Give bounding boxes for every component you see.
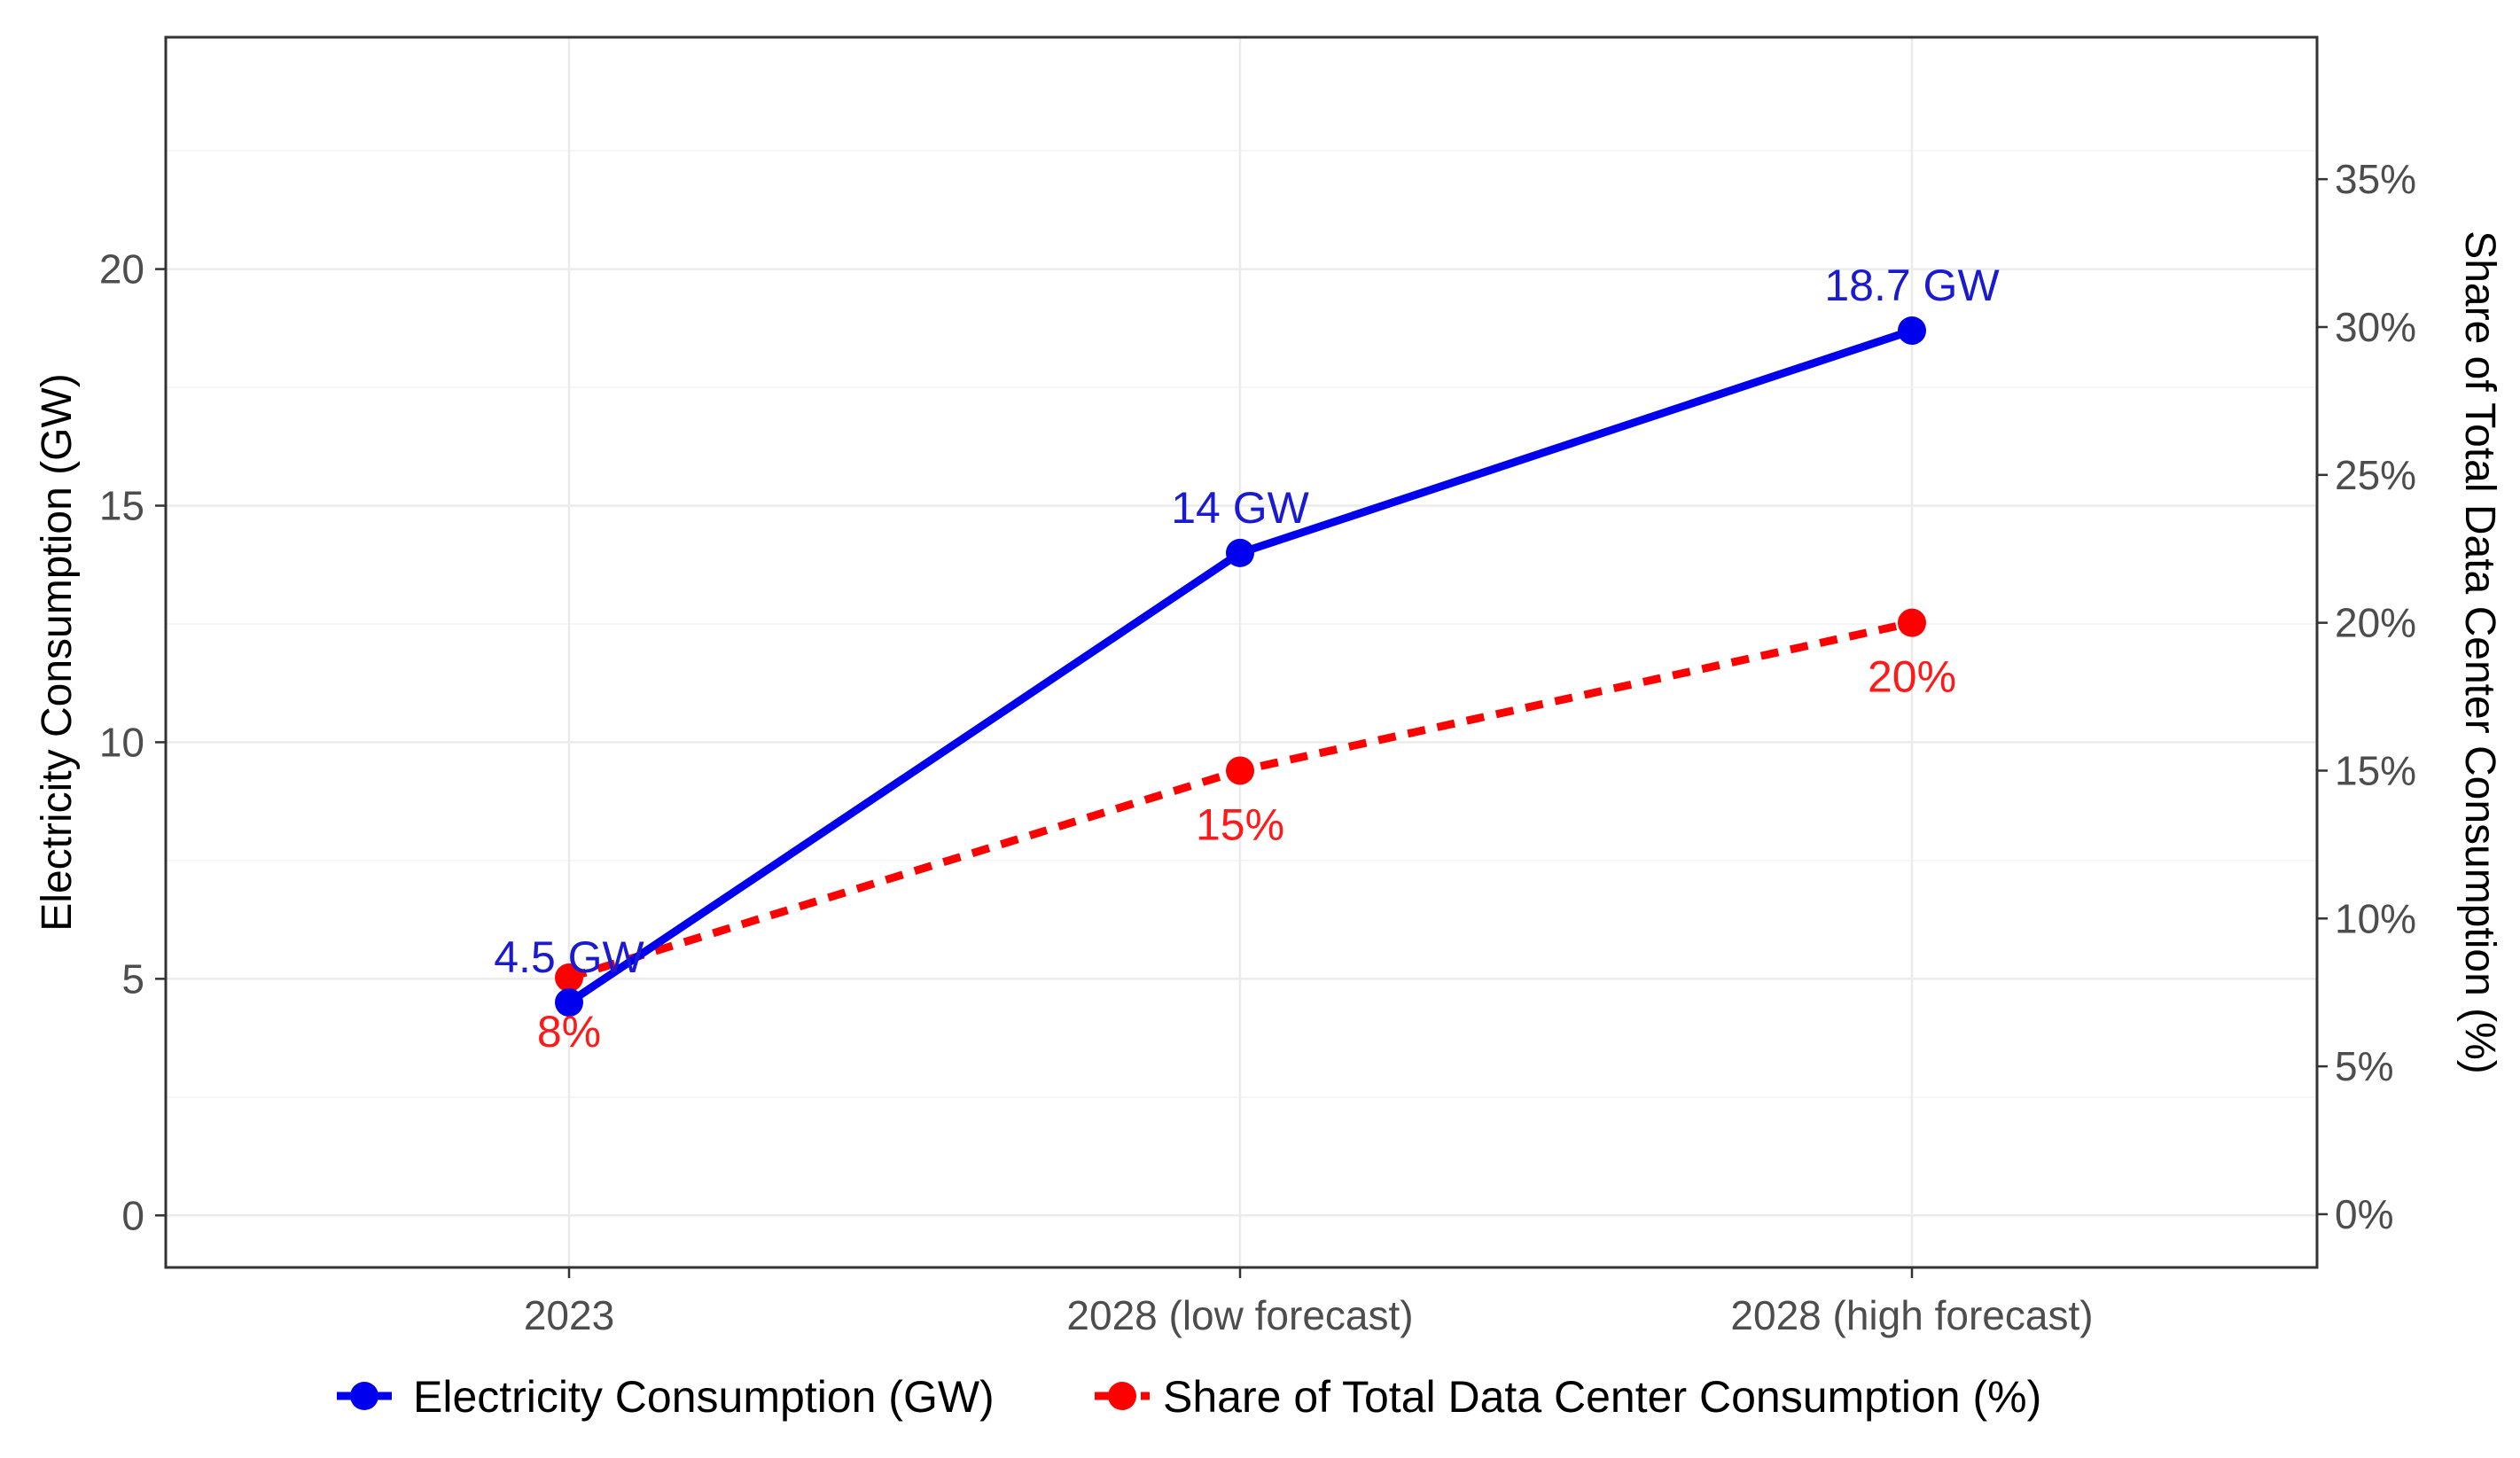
legend-key-share	[1095, 1382, 1150, 1410]
y-tick-label-left: 0	[121, 1192, 144, 1238]
data-point-share	[1898, 608, 1926, 637]
y-axis-right: 0% 5% 10% 15% 20% 25% 30% 35%	[2317, 156, 2416, 1237]
data-label-electricity: 18.7 GW	[1824, 261, 2000, 310]
y-tick-label-right: 0%	[2335, 1191, 2393, 1237]
y-tick-label-right: 15%	[2335, 747, 2416, 793]
y-tick-label-left: 5	[121, 955, 144, 1002]
data-point-electricity	[1898, 316, 1926, 345]
legend: Electricity Consumption (GW) Share of Tot…	[337, 1372, 2041, 1422]
series-points	[555, 316, 1926, 1017]
x-tick-label: 2028 (low forecast)	[1066, 1292, 1413, 1338]
data-label-electricity: 14 GW	[1171, 483, 1309, 533]
y-axis-title-left: Electricity Consumption (GW)	[34, 373, 81, 931]
legend-key-point	[350, 1382, 378, 1410]
y-tick-label-right: 10%	[2335, 895, 2416, 941]
data-point-electricity	[555, 988, 583, 1017]
y-tick-label-right: 5%	[2335, 1043, 2393, 1089]
data-point-electricity	[1226, 538, 1254, 567]
data-point-share	[1226, 756, 1254, 785]
legend-label-electricity: Electricity Consumption (GW)	[413, 1372, 995, 1422]
y-tick-label-right: 25%	[2335, 452, 2416, 498]
y-tick-label-left: 15	[99, 483, 144, 529]
x-tick-label: 2023	[524, 1292, 614, 1338]
data-label-electricity: 4.5 GW	[494, 932, 644, 982]
y-axis-title-right: Share of Total Data Center Consumption (…	[2456, 230, 2503, 1074]
plot-panel-border	[164, 35, 2319, 1269]
y-tick-label-left: 10	[99, 719, 144, 765]
data-label-share: 8%	[537, 1007, 601, 1056]
x-axis: 2023 2028 (low forecast) 2028 (high foreca…	[524, 1267, 2094, 1338]
data-label-share: 20%	[1868, 652, 1956, 702]
y-tick-label-right: 35%	[2335, 156, 2416, 202]
y-tick-label-right: 30%	[2335, 304, 2416, 350]
y-tick-label-left: 20	[99, 246, 144, 292]
grid	[166, 37, 2317, 1267]
legend-label-share: Share of Total Data Center Consumption (…	[1163, 1372, 2041, 1422]
data-label-share: 15%	[1196, 799, 1284, 849]
legend-key-electricity	[337, 1382, 392, 1410]
x-tick-label: 2028 (high forecast)	[1730, 1292, 2093, 1338]
data-point-share	[555, 963, 583, 993]
y-tick-label-right: 20%	[2335, 600, 2416, 646]
y-axis-left: 0 5 10 15 20	[99, 246, 166, 1238]
legend-key-point	[1108, 1382, 1136, 1410]
data-labels: 4.5 GW 14 GW 18.7 GW 8% 15% 20%	[494, 261, 2000, 1056]
